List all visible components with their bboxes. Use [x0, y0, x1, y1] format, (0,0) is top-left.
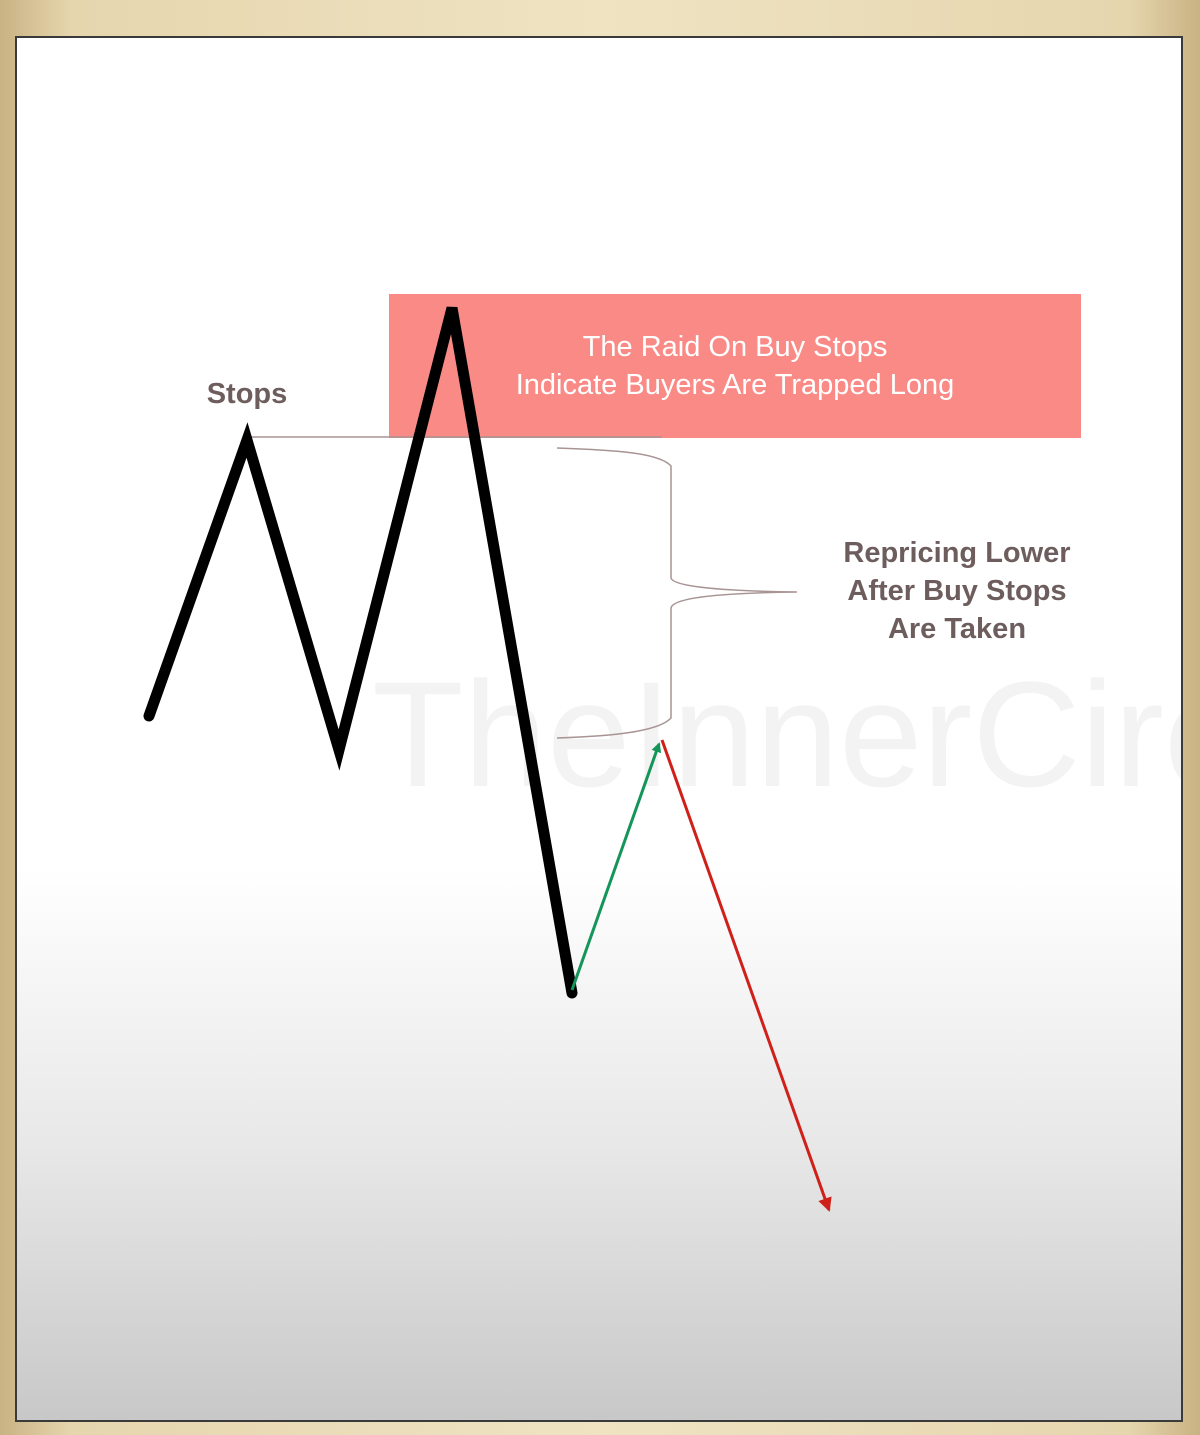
raid-box-text: The Raid On Buy Stops Indicate Buyers Ar… [389, 328, 1081, 404]
diagram-canvas [143, 294, 1081, 1212]
raid-box [389, 294, 1081, 438]
stops-label: Stops [206, 378, 288, 410]
repricing-line-2: After Buy Stops [847, 575, 1067, 607]
repricing-label: Repricing Lower After Buy Stops Are Take… [797, 534, 1117, 648]
raid-line-2: Indicate Buyers Are Trapped Long [515, 369, 955, 401]
watermark: TheInnerCircle [372, 650, 1181, 818]
repricing-line-1: Repricing Lower [843, 537, 1071, 569]
repricing-brace [556, 447, 798, 739]
diagram-frame: TheInnerCircle The Raid On Buy Stops Ind… [15, 36, 1183, 1422]
green-up-arrow [570, 742, 662, 991]
raid-line-1: The Raid On Buy Stops [582, 331, 888, 363]
red-down-arrow [660, 739, 832, 1212]
repricing-line-3: Are Taken [887, 613, 1027, 645]
price-path [143, 306, 578, 999]
